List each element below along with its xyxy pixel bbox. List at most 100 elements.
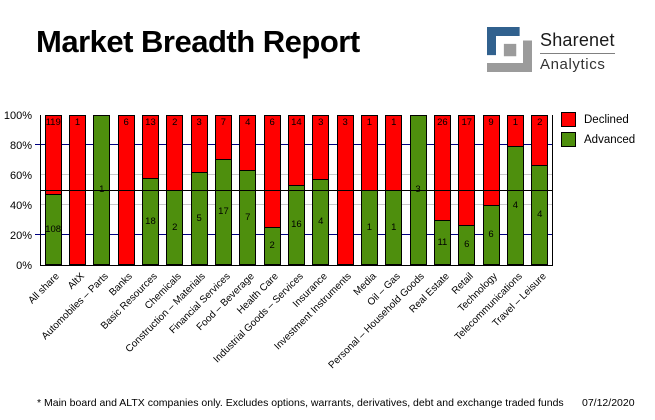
advanced-swatch	[561, 132, 576, 147]
y-axis-tick-20	[35, 234, 40, 235]
advanced-count-label: 4	[512, 199, 519, 211]
x-axis-label: Telecommunications	[452, 271, 525, 343]
advanced-count-label: 17	[218, 206, 229, 218]
declined-count-label: 1	[74, 117, 81, 128]
advanced-count-label: 7	[245, 211, 251, 223]
footnote: * Main board and ALTX companies only. Ex…	[37, 397, 564, 409]
x-axis-label: Banks	[107, 271, 135, 299]
y-axis-label-20: 20%	[9, 229, 32, 242]
x-axis-label: Financial Services	[167, 271, 233, 337]
advanced-count-label: 2	[269, 240, 275, 252]
declined-count-label: 17	[461, 117, 473, 128]
x-axis-label: Insurance	[290, 271, 330, 310]
report-date: 07/12/2020	[582, 397, 635, 409]
declined-swatch	[561, 112, 576, 127]
x-axis-labels: All share AltX Automobiles – Parts Banks Bas…	[27, 268, 551, 408]
advanced-segment: 5	[191, 171, 207, 264]
advanced-segment: 4	[532, 165, 548, 264]
advanced-segment: 4	[313, 179, 329, 264]
advanced-segment: 6	[483, 204, 499, 264]
advanced-segment: 18	[142, 178, 158, 264]
legend-label: Advanced	[584, 133, 636, 146]
declined-count-label: 3	[196, 117, 202, 128]
advanced-count-label: 6	[464, 239, 470, 251]
x-axis-label: Media	[351, 271, 379, 299]
logo-brand-name: Sharenet	[540, 30, 615, 54]
x-axis-label: Construction – Materials	[123, 271, 208, 356]
y-axis-label-80: 80%	[9, 139, 32, 152]
advanced-segment: 7	[240, 169, 256, 264]
advanced-count-label: 4	[537, 209, 543, 221]
advanced-count-label: 6	[488, 229, 494, 241]
legend-item-advanced: Advanced	[561, 132, 635, 147]
x-axis-label: Chemicals	[142, 271, 184, 312]
x-axis-label: Health Care	[235, 271, 281, 317]
advanced-segment: 108	[45, 193, 62, 264]
advanced-count-label: 16	[291, 219, 302, 231]
declined-count-label: 2	[172, 117, 178, 128]
x-axis-label: Retail	[449, 271, 476, 297]
y-axis-label-0: 0%	[16, 259, 32, 272]
advanced-segment: 4	[507, 145, 523, 264]
plot-area: 1081191161813225317774261614433111131126…	[35, 115, 553, 266]
sharenet-logo: Sharenet Analytics	[487, 27, 615, 73]
declined-count-label: 119	[45, 117, 61, 128]
legend: Declined Advanced	[561, 112, 635, 152]
declined-count-label: 1	[512, 117, 519, 128]
legend-label: Declined	[584, 113, 629, 126]
x-axis-label: Food – Beverage	[194, 271, 257, 334]
x-axis-label: Real Estate	[406, 271, 452, 316]
advanced-count-label: 4	[318, 216, 324, 228]
declined-count-label: 14	[291, 117, 302, 128]
advanced-segment: 2	[167, 190, 183, 264]
x-axis-label: AltX	[65, 271, 87, 292]
advanced-count-label: 5	[196, 212, 202, 224]
declined-count-label: 13	[145, 117, 156, 128]
legend-item-declined: Declined	[561, 112, 635, 127]
declined-count-label: 26	[437, 117, 448, 128]
advanced-count-label: 2	[172, 221, 178, 233]
advanced-count-label: 108	[45, 223, 62, 235]
x-axis-label: Oil – Gas	[365, 271, 403, 309]
x-axis-label: Technology	[456, 271, 500, 315]
page-title: Market Breadth Report	[36, 24, 360, 59]
x-axis-label: Basic Resources	[98, 271, 160, 332]
x-axis-label: Investment Instruments	[272, 271, 354, 353]
y-axis-labels: 0% 20% 40% 60% 80% 100%	[0, 110, 36, 272]
advanced-segment: 1	[386, 190, 402, 264]
advanced-segment: 6	[459, 225, 475, 264]
advanced-count-label: 11	[437, 236, 448, 248]
y-axis-tick-80	[35, 144, 40, 145]
advanced-segment: 17	[215, 159, 231, 264]
declined-count-label: 6	[269, 117, 275, 128]
x-axis-label: Industrial Goods – Services	[211, 271, 306, 366]
declined-count-label: 3	[342, 117, 348, 128]
x-axis-label: Automobiles – Parts	[39, 271, 111, 343]
advanced-segment: 2	[264, 227, 280, 264]
declined-count-label: 6	[123, 117, 129, 128]
advanced-count-label: 1	[391, 221, 397, 233]
sharenet-logo-icon	[487, 27, 532, 72]
y-axis-label-60: 60%	[9, 169, 32, 182]
x-axis-label: Travel – Leisure	[490, 271, 549, 330]
declined-count-label: 7	[220, 117, 227, 128]
fifty-percent-line	[41, 190, 552, 191]
advanced-segment: 11	[434, 220, 450, 264]
x-axis-label: All share	[26, 271, 62, 307]
advanced-count-label: 18	[145, 215, 156, 227]
advanced-count-label: 1	[366, 221, 373, 233]
declined-count-label: 1	[391, 117, 397, 128]
declined-count-label: 3	[318, 117, 324, 128]
x-axis-label: Personal – Household Goods	[326, 271, 427, 372]
declined-count-label: 4	[245, 117, 251, 128]
y-axis-label-100: 100%	[3, 109, 32, 122]
logo-text: Sharenet Analytics	[540, 27, 615, 73]
declined-count-label: 1	[366, 117, 373, 128]
advanced-count-label: 1	[99, 185, 104, 195]
advanced-segment: 16	[288, 185, 304, 264]
advanced-count-label: 3	[415, 185, 420, 195]
y-axis-label-40: 40%	[9, 199, 32, 212]
logo-sub-name: Analytics	[540, 56, 606, 73]
advanced-segment: 1	[361, 190, 377, 264]
